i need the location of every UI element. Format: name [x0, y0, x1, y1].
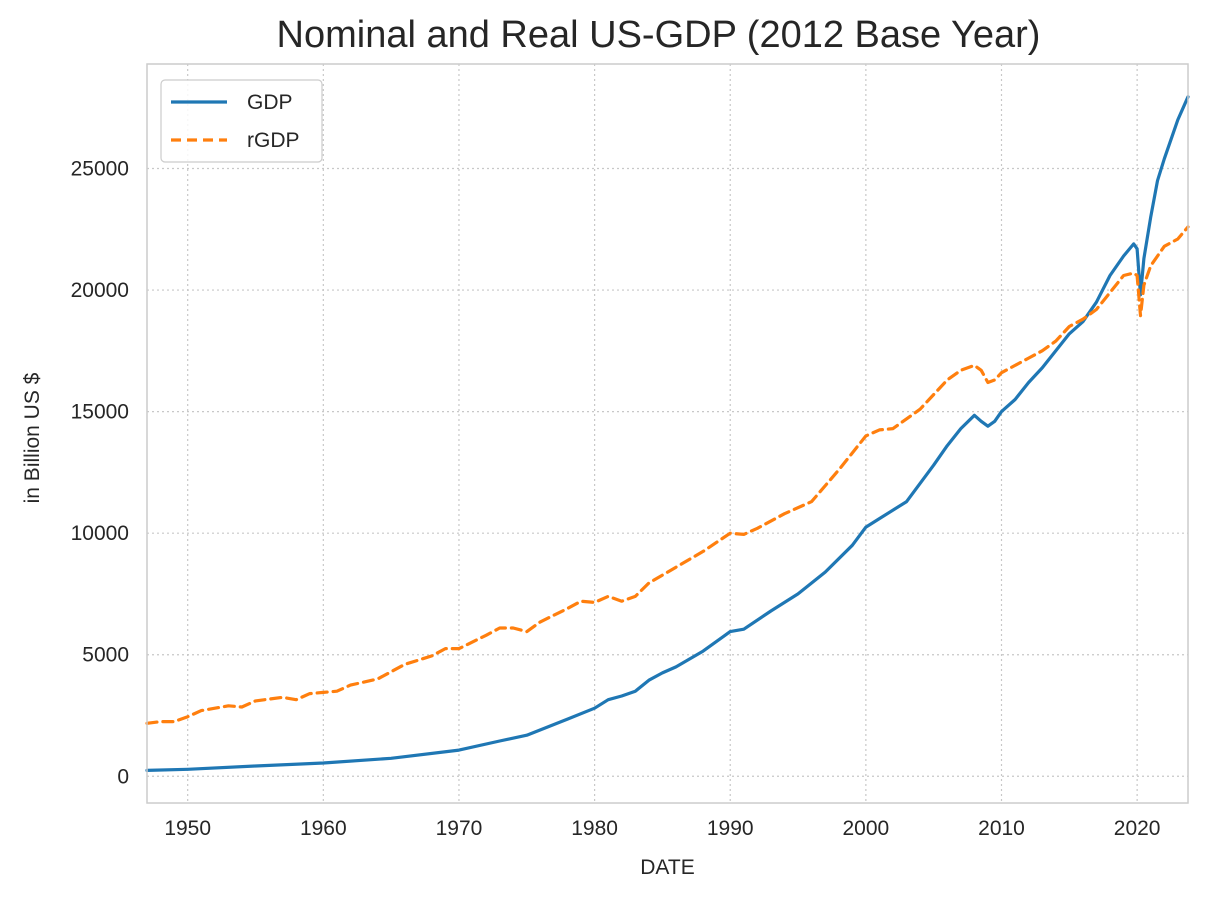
x-tick-label: 1960	[300, 817, 347, 840]
x-tick-label: 2020	[1114, 817, 1161, 840]
series-line-rgdp	[145, 225, 1190, 725]
y-tick-label: 15000	[71, 401, 129, 424]
legend-label-gdp: GDP	[247, 91, 293, 114]
grid-lines	[147, 64, 1188, 803]
legend-label-rgdp: rGDP	[247, 129, 300, 152]
chart-title: Nominal and Real US-GDP (2012 Base Year)	[276, 14, 1041, 56]
y-tick-label: 0	[117, 765, 129, 788]
plot-frame	[146, 63, 1189, 804]
x-tick-label: 1950	[164, 817, 211, 840]
tick-labels: 1950 1960 1970 1980 1990 2000 2010 2020 0 5000 100…	[71, 158, 1161, 840]
x-axis-label: DATE	[640, 856, 695, 879]
x-tick-label: 2010	[978, 817, 1025, 840]
y-tick-label: 10000	[71, 522, 129, 545]
x-tick-label: 1980	[571, 817, 618, 840]
y-tick-label: 5000	[82, 644, 129, 667]
series-line-gdp	[145, 95, 1190, 772]
x-tick-label: 1970	[436, 817, 483, 840]
x-tick-label: 1990	[707, 817, 754, 840]
x-tick-label: 2000	[843, 817, 890, 840]
y-tick-label: 20000	[71, 279, 129, 302]
series-lines	[145, 95, 1190, 772]
y-tick-label: 25000	[71, 158, 129, 181]
legend: GDP rGDP	[160, 79, 323, 163]
